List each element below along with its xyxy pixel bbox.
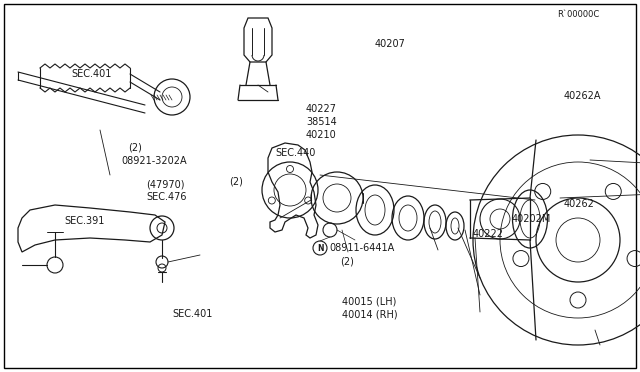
Text: 40227: 40227 (306, 104, 337, 114)
Text: (2): (2) (128, 143, 142, 153)
Text: 40262: 40262 (563, 199, 594, 209)
Text: 40202M: 40202M (512, 215, 552, 224)
Text: 38514: 38514 (306, 117, 337, 127)
Text: SEC.476: SEC.476 (146, 192, 186, 202)
Text: SEC.401: SEC.401 (173, 310, 213, 319)
Text: 40014 (RH): 40014 (RH) (342, 310, 398, 319)
Text: N: N (317, 244, 323, 253)
Text: 08911-6441A: 08911-6441A (329, 243, 394, 253)
Text: 40222: 40222 (472, 229, 503, 238)
Text: 40262A: 40262A (563, 91, 601, 101)
Text: (2): (2) (340, 257, 354, 267)
Text: 40015 (LH): 40015 (LH) (342, 296, 397, 306)
Text: SEC.401: SEC.401 (72, 70, 112, 79)
Text: 40210: 40210 (306, 130, 337, 140)
Text: 08921-3202A: 08921-3202A (122, 156, 188, 166)
Text: (2): (2) (229, 177, 243, 186)
Text: 40207: 40207 (374, 39, 405, 49)
Text: SEC.391: SEC.391 (64, 217, 104, 226)
Text: (47970): (47970) (146, 179, 184, 189)
Text: SEC.440: SEC.440 (275, 148, 316, 157)
Text: R`00000C: R`00000C (557, 10, 599, 19)
